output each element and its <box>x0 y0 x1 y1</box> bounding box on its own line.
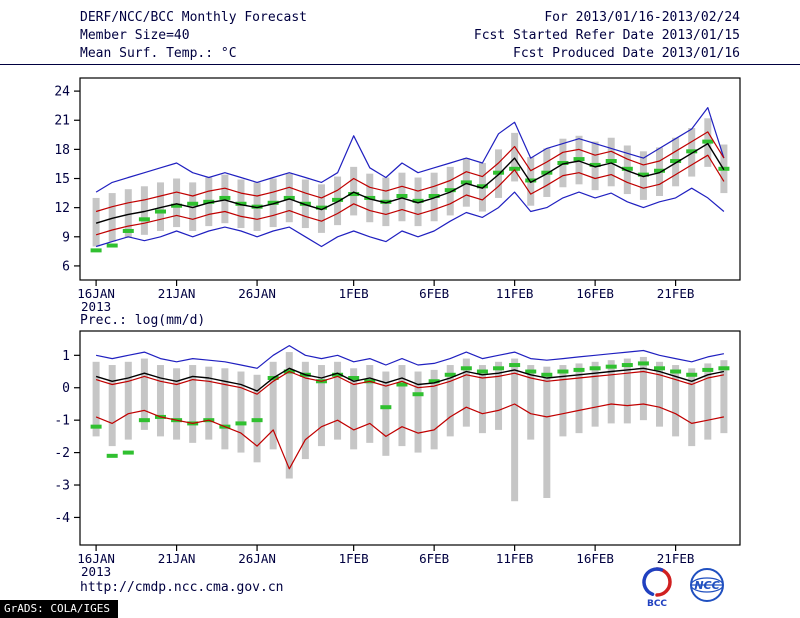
svg-text:11FEB: 11FEB <box>496 286 534 301</box>
ncc-logo: NCC <box>690 568 724 602</box>
bcc-logo: BCC <box>642 567 672 607</box>
svg-text:26JAN: 26JAN <box>238 286 276 301</box>
svg-text:-2: -2 <box>54 446 70 461</box>
forecast-range-label: For 2013/01/16-2013/02/24 <box>544 10 740 25</box>
svg-text:16FEB: 16FEB <box>576 551 614 566</box>
svg-text:12: 12 <box>54 201 70 216</box>
temp-panel-title: Mean Surf. Temp.: °C <box>80 46 237 61</box>
svg-text:11FEB: 11FEB <box>496 551 534 566</box>
page-title: DERF/NCC/BCC Monthly Forecast <box>80 10 307 25</box>
svg-text:-1: -1 <box>54 414 70 429</box>
header-divider <box>0 64 800 65</box>
prec-panel-title: Prec.: log(mm/d) <box>80 313 206 328</box>
ncc-logo-text: NCC <box>694 579 719 592</box>
grads-credit: GrADS: COLA/IGES <box>0 600 118 618</box>
svg-text:2013: 2013 <box>81 564 111 579</box>
svg-text:18: 18 <box>54 143 70 158</box>
svg-text:1FEB: 1FEB <box>339 551 369 566</box>
svg-text:6FEB: 6FEB <box>419 551 449 566</box>
svg-text:1FEB: 1FEB <box>339 286 369 301</box>
svg-text:21JAN: 21JAN <box>158 286 196 301</box>
produced-date-label: Fcst Produced Date 2013/01/16 <box>513 46 740 61</box>
temperature-chart: 6 9 12 15 18 21 24 16JAN 21JAN 26JAN 1FEB 6FEB 11FEB… <box>54 77 741 314</box>
svg-text:21JAN: 21JAN <box>158 551 196 566</box>
svg-text:15: 15 <box>54 172 70 187</box>
svg-text:16FEB: 16FEB <box>576 286 614 301</box>
svg-text:26JAN: 26JAN <box>238 551 276 566</box>
svg-text:2013: 2013 <box>81 299 111 314</box>
svg-text:0: 0 <box>62 381 70 396</box>
svg-text:-4: -4 <box>54 511 70 526</box>
svg-text:-3: -3 <box>54 479 70 494</box>
member-size-label: Member Size=40 <box>80 28 190 43</box>
website-url: http://cmdp.ncc.cma.gov.cn <box>80 580 284 595</box>
svg-text:24: 24 <box>54 85 70 100</box>
svg-text:6FEB: 6FEB <box>419 286 449 301</box>
precipitation-chart: 1 0 -1 -2 -3 -4 16JAN 21JAN 26JAN 1FEB 6FEB 11FEB 16… <box>54 330 741 579</box>
svg-text:16JAN: 16JAN <box>77 286 115 301</box>
svg-text:21: 21 <box>54 114 70 129</box>
svg-text:9: 9 <box>62 230 70 245</box>
refer-date-label: Fcst Started Refer Date 2013/01/15 <box>473 28 740 43</box>
svg-text:1: 1 <box>62 349 70 364</box>
svg-text:21FEB: 21FEB <box>657 551 695 566</box>
bcc-logo-text: BCC <box>647 599 667 607</box>
svg-text:21FEB: 21FEB <box>657 286 695 301</box>
svg-text:6: 6 <box>62 259 70 274</box>
svg-text:16JAN: 16JAN <box>77 551 115 566</box>
